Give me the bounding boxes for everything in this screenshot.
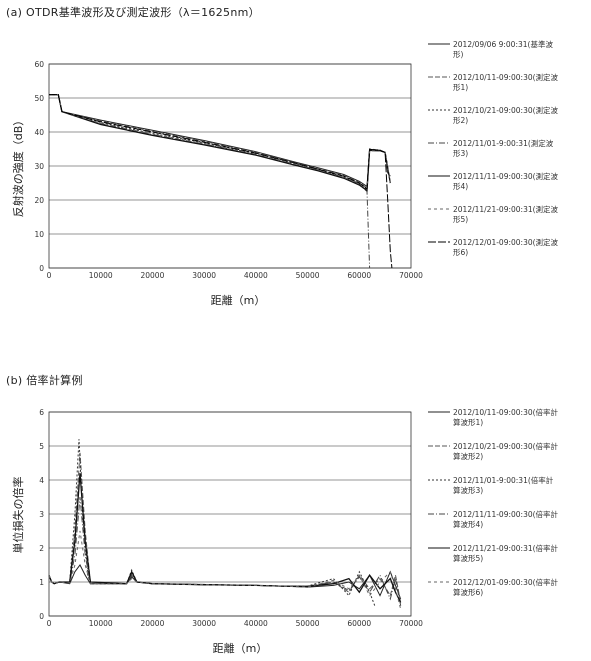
- chart-a-legend-entry: 2012/10/21-09:00:30(測定波形2): [453, 105, 559, 125]
- chart-a-xlabel: 距離（m）: [211, 293, 266, 307]
- chart-b-series-1-line: [49, 565, 401, 599]
- chart-b-y-tick-label: 2: [39, 544, 44, 553]
- chart-a-series-1-line: [49, 95, 390, 187]
- chart-b-y-tick-label: 3: [39, 510, 44, 519]
- chart-a-ylabel: 反射波の強度（dB）: [11, 115, 25, 218]
- chart-a-x-tick-label: 70000: [399, 271, 423, 280]
- chart-b-legend-entry: 2012/11/21-09:00:31(倍率計算波形5): [453, 543, 559, 563]
- chart-b-x-tick-label: 0: [47, 619, 52, 628]
- chart-a-y-tick-label: 10: [34, 230, 44, 239]
- chart-b-y-tick-label: 6: [39, 408, 44, 417]
- chart-a-x-tick-label: 0: [47, 271, 52, 280]
- chart-b-xlabel: 距離（m）: [213, 641, 268, 655]
- chart-b-x-tick-label: 60000: [347, 619, 371, 628]
- chart-a-x-tick-label: 50000: [296, 271, 320, 280]
- chart-b-series-5-line: [49, 473, 401, 602]
- chart-a-legend-entry: 2012/11/11-09:00:30(測定波形4): [453, 171, 559, 191]
- chart-a-series-2-line: [49, 95, 390, 189]
- chart-b-series-2-line: [49, 453, 401, 603]
- chart-b-series-6-line: [49, 531, 401, 609]
- chart-a-legend-entry: 2012/09/06 9:00:31(基準波形): [453, 39, 553, 59]
- chart-a-x-tick-label: 20000: [140, 271, 164, 280]
- chart-b-plot-area: [49, 412, 411, 616]
- chart-b-legend-entry: 2012/12/01-09:00:30(倍率計算波形6): [453, 577, 559, 597]
- chart-a-y-tick-label: 40: [34, 128, 44, 137]
- chart-a-y-tick-label: 30: [34, 162, 44, 171]
- chart-a-y-tick-label: 0: [39, 264, 44, 273]
- chart-b-series-3-line: [49, 439, 375, 606]
- chart-a-x-tick-label: 60000: [347, 271, 371, 280]
- chart-a-legend-entry: 2012/11/01-9:00:31(測定波形3): [453, 138, 554, 158]
- chart-b-y-tick-label: 0: [39, 612, 44, 621]
- chart-b-legend-entry: 2012/10/11-09:00:30(倍率計算波形1): [453, 407, 559, 427]
- chart-a-x-tick-label: 10000: [89, 271, 113, 280]
- chart-b-x-tick-label: 40000: [244, 619, 268, 628]
- chart-a-x-tick-label: 30000: [192, 271, 216, 280]
- chart-a-series-3-line: [49, 95, 390, 190]
- chart-a-legend-entry: 2012/10/11-09:00:30(測定波形1): [453, 72, 559, 92]
- chart-b-series-4-line: [49, 497, 401, 606]
- chart-b-legend-entry: 2012/10/21-09:00:30(倍率計算波形2): [453, 441, 559, 461]
- chart-b-title: (b) 倍率計算例: [6, 372, 83, 388]
- chart-a-y-tick-label: 20: [34, 196, 44, 205]
- chart-a-x-tick-label: 40000: [244, 271, 268, 280]
- chart-b-legend-entry: 2012/11/11-09:00:30(倍率計算波形4): [453, 509, 559, 529]
- chart-a-y-tick-label: 50: [34, 94, 44, 103]
- chart-b-ylabel: 単位損失の倍率: [11, 477, 25, 554]
- chart-a-legend-entry: 2012/11/21-09:00:31(測定波形5): [453, 204, 559, 224]
- chart-b-x-tick-label: 70000: [399, 619, 423, 628]
- chart-a: 距離（m） 反射波の強度（dB） 0 10 20 30 40 50 60 0 10000 2000…: [0, 0, 591, 372]
- chart-b-y-tick-label: 5: [39, 442, 44, 451]
- chart-b-x-tick-label: 20000: [140, 619, 164, 628]
- chart-b-x-tick-label: 10000: [89, 619, 113, 628]
- chart-b-x-tick-label: 50000: [296, 619, 320, 628]
- chart-b-y-tick-label: 4: [39, 476, 44, 485]
- chart-b-legend-entry: 2012/11/01-9:00:31(倍率計算波形3): [453, 475, 554, 495]
- chart-b-x-tick-label: 30000: [192, 619, 216, 628]
- chart-b-y-tick-label: 1: [39, 578, 44, 587]
- chart-a-legend-entry: 2012/12/01-09:00:30(測定波形6): [453, 237, 559, 257]
- chart-a-y-tick-label: 60: [34, 60, 44, 69]
